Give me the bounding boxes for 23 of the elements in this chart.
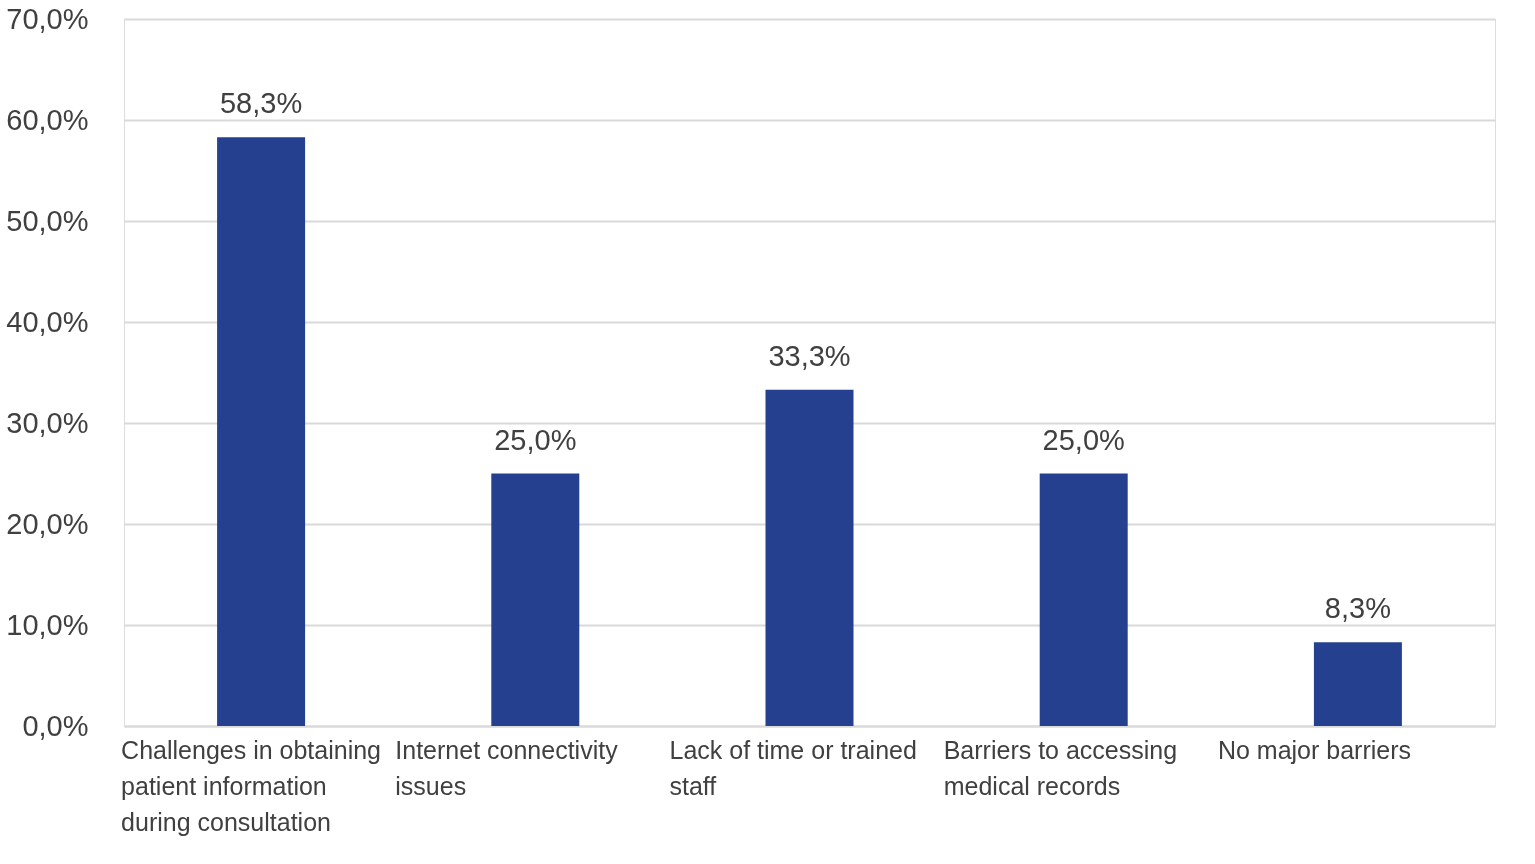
y-tick-label: 60,0% <box>6 103 89 136</box>
x-tick-label: Lack of time or trained staff <box>669 735 917 800</box>
bar <box>491 473 580 726</box>
data-label: 58,3% <box>219 87 303 120</box>
bar <box>1313 642 1402 726</box>
y-tick-label: 10,0% <box>6 608 89 641</box>
y-tick-label: 70,0% <box>6 2 89 35</box>
x-tick-label: Barriers to accessing medical records <box>943 735 1178 800</box>
x-tick-label: No major barriers <box>1217 735 1412 764</box>
y-tick-label: 30,0% <box>6 406 89 439</box>
bar <box>1039 473 1128 726</box>
y-tick-label: 50,0% <box>6 204 89 237</box>
y-tick-label: 40,0% <box>6 305 89 338</box>
bar <box>217 137 306 726</box>
y-tick-label: 20,0% <box>6 507 89 540</box>
data-label: 25,0% <box>1042 423 1125 456</box>
x-tick-label: Challenges in obtaining patient information during consultation <box>121 735 382 836</box>
y-tick-label: 0,0% <box>22 709 89 742</box>
x-tick-label: Internet connectivity issues <box>395 735 619 800</box>
data-label: 33,3% <box>768 339 851 372</box>
data-label: 8,3% <box>1324 592 1391 625</box>
bar <box>765 389 854 726</box>
data-label: 25,0% <box>494 423 577 456</box>
